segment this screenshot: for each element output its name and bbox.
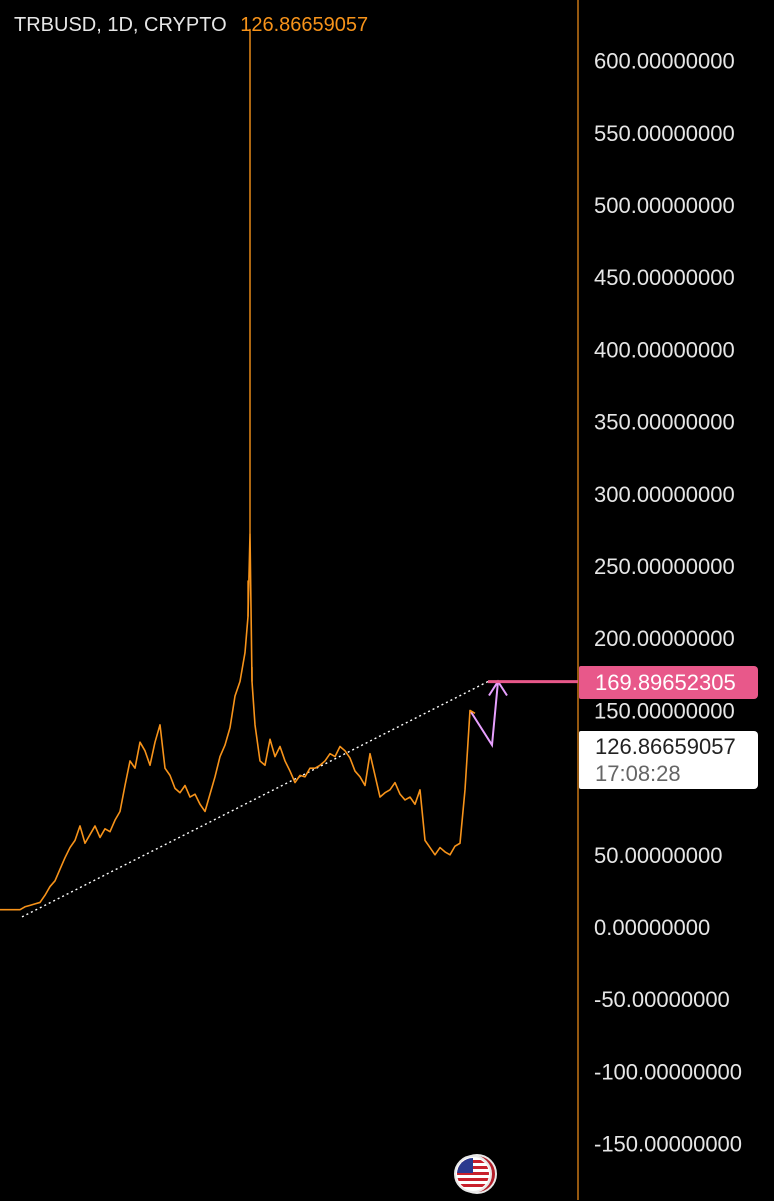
y-tick-label: 400.00000000 [594, 337, 735, 362]
y-tick-label: 250.00000000 [594, 554, 735, 579]
y-tick-label: 350.00000000 [594, 410, 735, 435]
projection-arrow[interactable] [469, 681, 499, 749]
price-axis-ticks: 600.00000000 550.00000000 500.00000000 450.… [594, 49, 742, 1157]
y-tick-label: 0.00000000 [594, 915, 710, 940]
y-tick-label: 600.00000000 [594, 49, 735, 74]
y-tick-label: -150.00000000 [594, 1132, 742, 1157]
y-tick-label: 550.00000000 [594, 121, 735, 146]
horizontal-line-price-tag[interactable]: 169.89652305 [579, 666, 758, 699]
last-price-label: 126.86659057 17:08:28 [579, 731, 758, 789]
y-tick-label: -100.00000000 [594, 1059, 742, 1084]
y-tick-label: 150.00000000 [594, 698, 735, 723]
symbol-header: TRBUSD, 1D, CRYPTO 126.86659057 [14, 14, 368, 37]
price-line [0, 533, 476, 911]
y-tick-label: 200.00000000 [594, 626, 735, 651]
y-tick-label: 50.00000000 [594, 843, 722, 868]
y-tick-label: 300.00000000 [594, 482, 735, 507]
last-price-value: 126.86659057 [595, 734, 736, 759]
us-flag-icon[interactable] [453, 1152, 497, 1196]
price-series [0, 28, 476, 911]
header-price: 126.86659057 [240, 14, 369, 36]
y-tick-label: 500.00000000 [594, 193, 735, 218]
y-tick-label: 450.00000000 [594, 265, 735, 290]
y-tick-label: -50.00000000 [594, 987, 730, 1012]
bar-countdown: 17:08:28 [595, 761, 681, 786]
chart-drawings[interactable] [21, 679, 578, 918]
symbol-label: TRBUSD, 1D, CRYPTO [14, 14, 227, 36]
trendline[interactable] [21, 680, 489, 918]
